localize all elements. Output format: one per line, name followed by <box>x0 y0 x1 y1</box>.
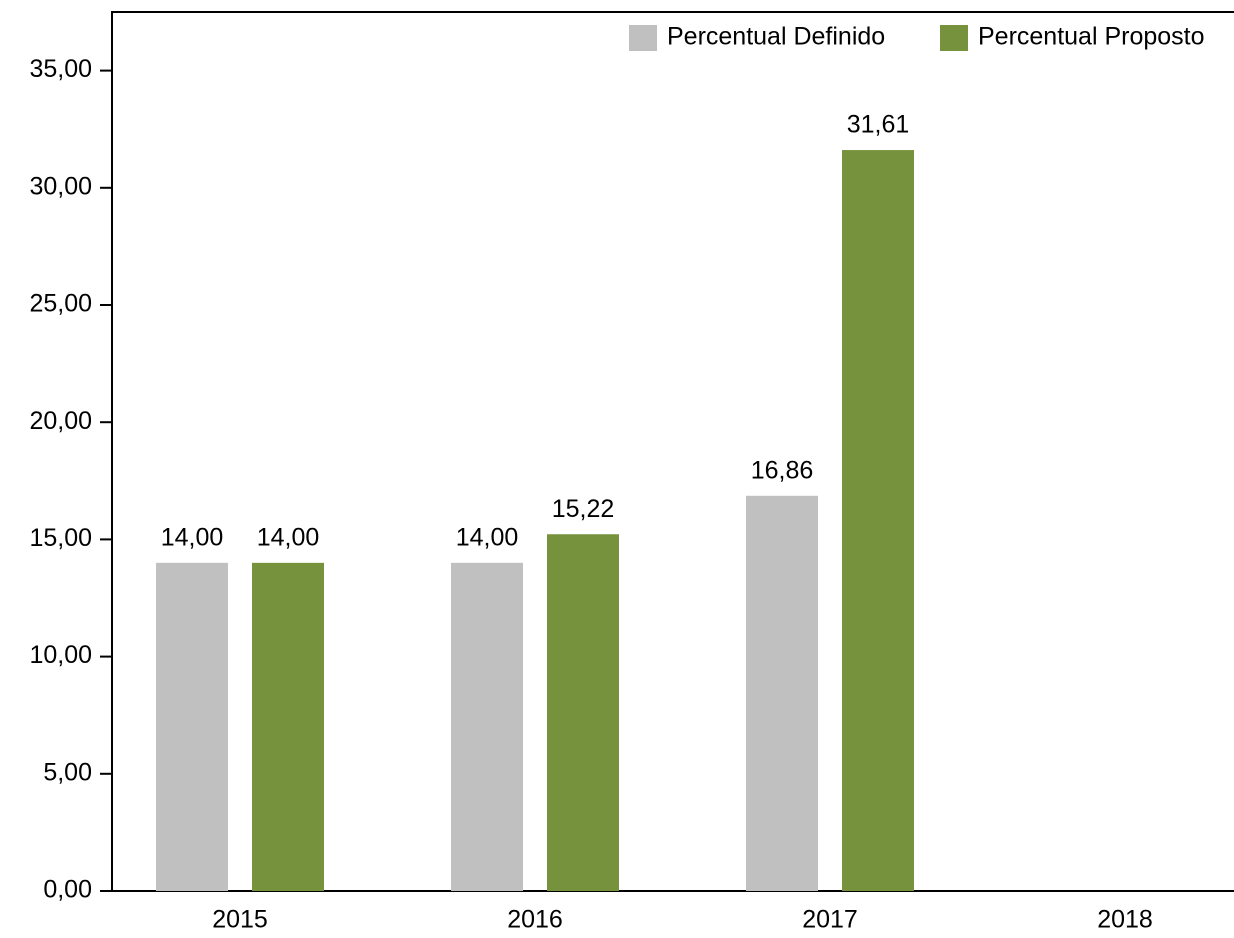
legend-swatch <box>940 25 968 51</box>
legend-swatch <box>629 25 657 51</box>
x-tick-label: 2015 <box>212 906 268 934</box>
data-label: 16,86 <box>751 456 814 484</box>
x-tick-label: 2018 <box>1097 906 1153 934</box>
bar <box>746 495 818 891</box>
y-tick-label: 15,00 <box>29 524 92 552</box>
y-tick-label: 0,00 <box>43 876 92 904</box>
y-tick-label: 35,00 <box>29 55 92 83</box>
data-label: 14,00 <box>161 523 224 551</box>
y-tick-label: 30,00 <box>29 172 92 200</box>
data-label: 15,22 <box>552 495 615 523</box>
bar <box>451 562 523 891</box>
y-tick-label: 20,00 <box>29 407 92 435</box>
bar <box>842 150 914 892</box>
data-label: 14,00 <box>257 523 320 551</box>
bar <box>547 534 619 891</box>
y-tick-label: 25,00 <box>29 290 92 318</box>
data-label: 31,61 <box>847 111 910 139</box>
bar <box>156 562 228 891</box>
data-label: 14,00 <box>456 523 519 551</box>
x-tick-label: 2017 <box>802 906 858 934</box>
x-tick-label: 2016 <box>507 906 563 934</box>
bar <box>252 562 324 891</box>
y-tick-label: 10,00 <box>29 641 92 669</box>
y-tick-label: 5,00 <box>43 758 92 786</box>
legend-label: Percentual Proposto <box>978 23 1205 51</box>
legend-label: Percentual Definido <box>667 23 885 51</box>
